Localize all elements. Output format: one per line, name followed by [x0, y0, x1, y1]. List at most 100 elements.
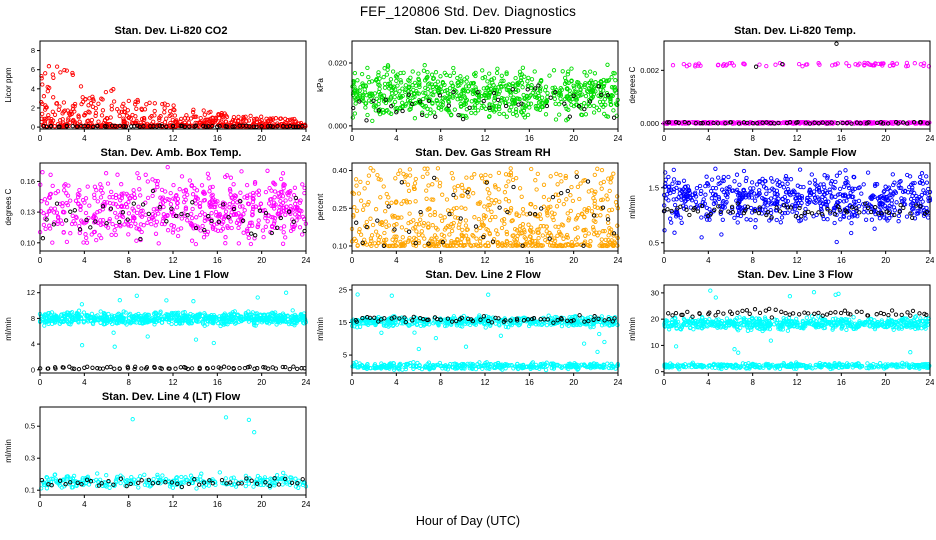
y-axis-label: ml/min — [628, 195, 637, 219]
plot-area: 0 4 8 12 16 20 24 0.000 0.020 kPa — [316, 40, 622, 143]
svg-text:8: 8 — [31, 314, 35, 323]
plot-frame — [351, 162, 619, 252]
svg-text:8: 8 — [750, 134, 755, 143]
y-axis-label: kPa — [316, 78, 325, 92]
series-sample-flow-low — [662, 225, 877, 245]
series-reference — [38, 364, 307, 372]
svg-text:1.5: 1.5 — [649, 183, 659, 192]
subplot-stan-dev-li-820-temp: Stan. Dev. Li-820 Temp. 0 4 8 12 16 20 24 0.000 0… — [624, 24, 936, 146]
series-line3-low-band — [662, 360, 932, 372]
svg-text:24: 24 — [302, 378, 310, 387]
svg-text:20: 20 — [569, 134, 578, 143]
svg-text:20: 20 — [257, 378, 266, 387]
plot-title: Stan. Dev. Line 1 Flow — [113, 269, 229, 281]
y-axis-label: Licor ppm — [4, 67, 13, 102]
svg-text:20: 20 — [881, 134, 890, 143]
svg-text:0.16: 0.16 — [20, 177, 35, 186]
series-reference — [41, 123, 305, 129]
svg-text:24: 24 — [926, 134, 934, 143]
y-axis-label: ml/min — [628, 317, 637, 341]
series-gas-stream-rh-sd — [349, 165, 621, 249]
plot-frame — [39, 162, 307, 252]
svg-text:8: 8 — [31, 46, 35, 55]
svg-text:8: 8 — [438, 256, 443, 265]
series-reference — [353, 313, 617, 325]
svg-text:20: 20 — [881, 256, 890, 265]
series-amb-box-temp-sd — [37, 165, 308, 247]
series-line2-low-band — [350, 360, 621, 373]
svg-text:12: 12 — [169, 134, 178, 143]
subplot-stan-dev-line-4-lt-flow: Stan. Dev. Line 4 (LT) Flow 0 4 8 12 16 20 24 0.… — [0, 390, 312, 512]
axes: 0 4 8 12 16 20 24 0.10 0.25 0.40 — [332, 166, 622, 265]
svg-text:0.10: 0.10 — [332, 241, 347, 250]
y-axis-label: percent — [316, 193, 325, 220]
plot-frame — [39, 406, 307, 496]
svg-text:16: 16 — [213, 134, 222, 143]
series-reference — [661, 201, 929, 220]
plot-area: 0 4 8 12 16 20 24 0 4 8 12 ml/min — [4, 284, 310, 387]
axes: 0 4 8 12 16 20 24 0 4 8 12 — [27, 288, 310, 387]
series-reference — [40, 188, 307, 242]
svg-text:4: 4 — [82, 256, 87, 265]
svg-text:4: 4 — [82, 378, 87, 387]
svg-text:2: 2 — [31, 103, 35, 112]
svg-text:24: 24 — [302, 134, 310, 143]
plot-area: 0 4 8 12 16 20 24 0.5 1.5 ml/min — [628, 162, 934, 265]
svg-text:20: 20 — [569, 256, 578, 265]
axes: 0 4 8 12 16 20 24 0.000 0.002 — [640, 66, 934, 143]
series-reference-high — [753, 61, 785, 69]
svg-text:0.000: 0.000 — [328, 121, 347, 130]
svg-text:12: 12 — [27, 288, 35, 297]
svg-text:8: 8 — [126, 134, 131, 143]
svg-text:0: 0 — [662, 256, 667, 265]
svg-text:4: 4 — [706, 256, 711, 265]
svg-text:8: 8 — [750, 256, 755, 265]
svg-text:24: 24 — [614, 134, 622, 143]
figure-title: FEF_120806 Std. Dev. Diagnostics — [359, 4, 577, 19]
svg-text:12: 12 — [169, 256, 178, 265]
svg-text:20: 20 — [257, 134, 266, 143]
plot-frame — [351, 284, 619, 374]
plot-title: Stan. Dev. Line 2 Flow — [425, 269, 541, 281]
series-line3-flow-sd — [662, 314, 931, 334]
axes: 0 4 8 12 16 20 240.10.30.5 — [25, 422, 310, 509]
y-axis-label: degrees C — [4, 188, 13, 225]
series-line3-high-outliers — [708, 288, 841, 300]
y-axis-label: degrees C — [628, 66, 637, 103]
svg-text:8: 8 — [438, 134, 443, 143]
svg-text:0.5: 0.5 — [649, 238, 659, 247]
plot-frame — [351, 40, 619, 130]
svg-text:0.020: 0.020 — [328, 59, 347, 68]
series-li820-co2-sd — [39, 64, 308, 129]
svg-text:16: 16 — [525, 256, 534, 265]
svg-text:4: 4 — [394, 134, 399, 143]
svg-text:4: 4 — [82, 134, 87, 143]
y-axis-label: ml/min — [316, 317, 325, 341]
subplot-stan-dev-line-1-flow: Stan. Dev. Line 1 Flow 0 4 8 12 16 20 24 0 4 8 12 ml… — [0, 268, 312, 390]
series-line2-high-outliers — [355, 292, 491, 298]
svg-text:0.000: 0.000 — [640, 119, 659, 128]
svg-text:4: 4 — [706, 134, 711, 143]
series-reference — [354, 174, 617, 248]
y-axis-label: ml/min — [4, 439, 13, 463]
series-reference — [666, 306, 929, 320]
plots-grid: Stan. Dev. Li-820 CO2 0 4 8 12 16 20 24 0 2 4 6 8 Lic… — [0, 24, 936, 512]
svg-text:0.002: 0.002 — [640, 66, 659, 75]
svg-text:0.40: 0.40 — [332, 166, 347, 175]
subplot-stan-dev-line-3-flow: Stan. Dev. Line 3 Flow 0 4 8 12 16 20 24 0 10 20 30… — [624, 268, 936, 390]
plot-title: Stan. Dev. Amb. Box Temp. — [100, 147, 242, 159]
series-reference — [351, 83, 617, 123]
svg-text:0: 0 — [31, 123, 35, 132]
svg-text:24: 24 — [614, 256, 622, 265]
plot-frame — [663, 162, 931, 252]
y-axis-label: ml/min — [4, 317, 13, 341]
svg-text:24: 24 — [926, 256, 934, 265]
svg-text:12: 12 — [481, 134, 490, 143]
svg-text:16: 16 — [213, 256, 222, 265]
